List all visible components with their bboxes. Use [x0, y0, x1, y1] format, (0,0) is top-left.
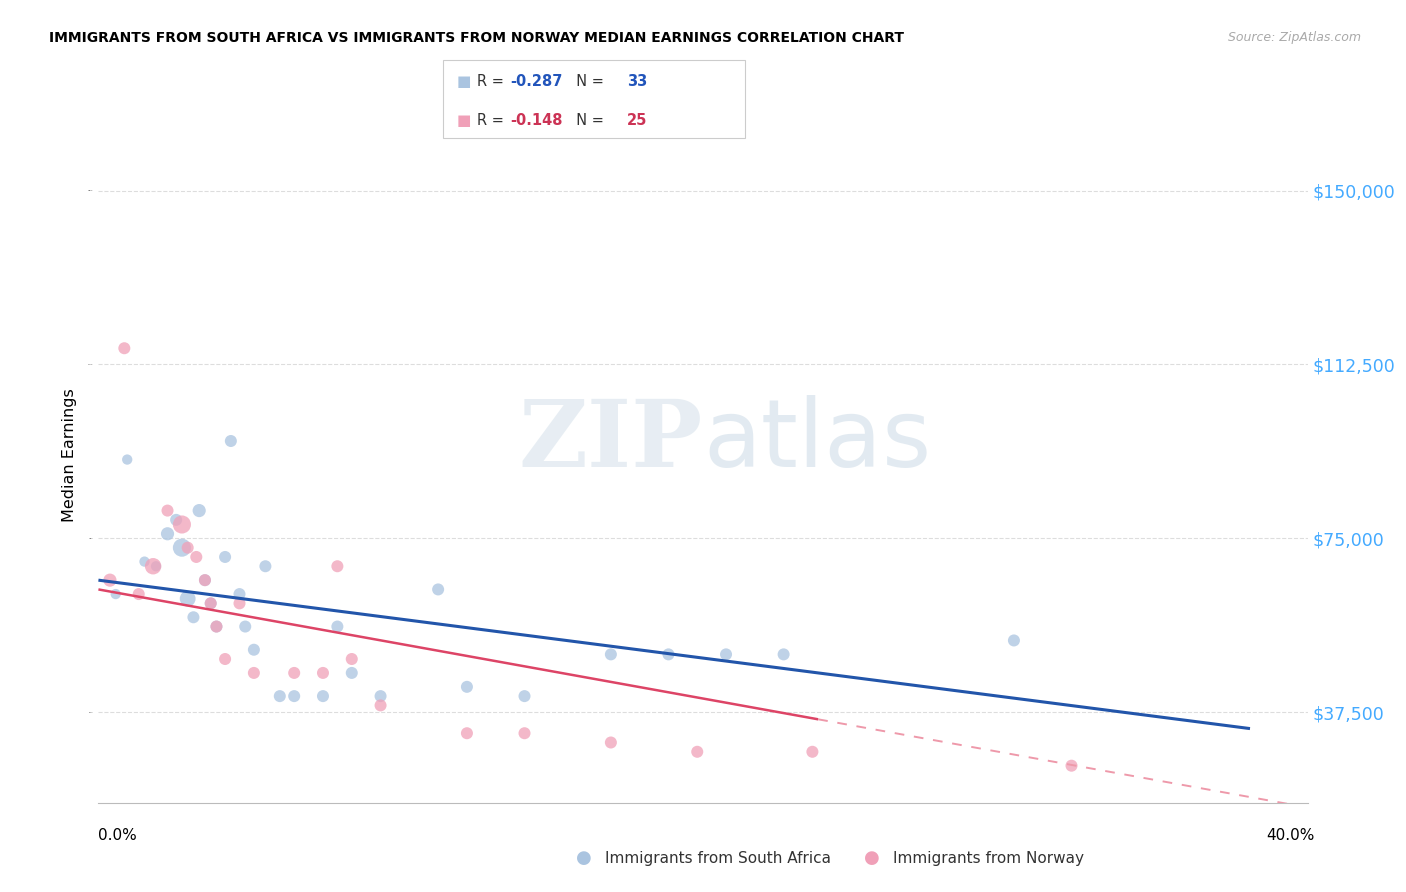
Point [186, 549, 208, 564]
Point [228, 596, 250, 610]
Point [370, 698, 392, 713]
Point [772, 648, 794, 662]
Point [599, 648, 621, 662]
Point [176, 591, 198, 606]
Point [142, 559, 165, 574]
Point [188, 503, 211, 517]
Point [165, 513, 187, 527]
Point [200, 596, 222, 610]
Point [456, 680, 478, 694]
Text: R =: R = [477, 74, 508, 89]
Text: -0.148: -0.148 [510, 113, 562, 128]
Point [156, 503, 179, 517]
Point [370, 689, 392, 703]
Point [657, 648, 679, 662]
Text: atlas: atlas [703, 395, 931, 487]
Point [205, 619, 228, 633]
Text: 25: 25 [627, 113, 647, 128]
Point [104, 587, 127, 601]
Point [134, 555, 156, 569]
Point [686, 745, 709, 759]
Point [599, 735, 621, 749]
Text: Immigrants from Norway: Immigrants from Norway [893, 851, 1084, 865]
Text: Source: ZipAtlas.com: Source: ZipAtlas.com [1227, 31, 1361, 45]
Point [115, 452, 138, 467]
Point [243, 642, 266, 657]
Point [214, 652, 236, 666]
Point [427, 582, 450, 597]
Text: 0.0%: 0.0% [98, 828, 138, 843]
Point [243, 665, 266, 680]
Point [228, 587, 250, 601]
Text: ■: ■ [457, 113, 471, 128]
Point [513, 689, 536, 703]
Text: 40.0%: 40.0% [1267, 828, 1315, 843]
Text: 33: 33 [627, 74, 647, 89]
Point [214, 549, 236, 564]
Point [128, 587, 150, 601]
Point [326, 619, 349, 633]
Point [513, 726, 536, 740]
Point [326, 559, 349, 574]
Point [1060, 758, 1083, 772]
Point [156, 526, 179, 541]
Text: Immigrants from South Africa: Immigrants from South Africa [605, 851, 831, 865]
Point [269, 689, 291, 703]
Text: ■: ■ [457, 74, 471, 89]
Point [194, 573, 217, 587]
Text: ●: ● [863, 849, 880, 867]
Point [312, 665, 335, 680]
Point [1002, 633, 1025, 648]
Point [170, 541, 193, 555]
Point [205, 619, 228, 633]
Point [170, 517, 193, 532]
Point [254, 559, 277, 574]
Point [340, 652, 363, 666]
Point [714, 648, 737, 662]
Text: N =: N = [567, 74, 609, 89]
Point [456, 726, 478, 740]
Text: -0.287: -0.287 [510, 74, 562, 89]
Point [801, 745, 824, 759]
Point [194, 573, 217, 587]
Text: ZIP: ZIP [519, 396, 703, 486]
Text: N =: N = [567, 113, 609, 128]
Point [176, 541, 198, 555]
Text: ●: ● [575, 849, 592, 867]
Point [283, 665, 305, 680]
Point [183, 610, 205, 624]
Y-axis label: Median Earnings: Median Earnings [62, 388, 77, 522]
Point [200, 596, 222, 610]
Text: R =: R = [477, 113, 508, 128]
Point [283, 689, 305, 703]
Point [219, 434, 242, 448]
Point [145, 559, 167, 574]
Point [112, 341, 135, 355]
Point [98, 573, 121, 587]
Point [233, 619, 256, 633]
Point [312, 689, 335, 703]
Text: IMMIGRANTS FROM SOUTH AFRICA VS IMMIGRANTS FROM NORWAY MEDIAN EARNINGS CORRELATI: IMMIGRANTS FROM SOUTH AFRICA VS IMMIGRAN… [49, 31, 904, 45]
Point [340, 665, 363, 680]
